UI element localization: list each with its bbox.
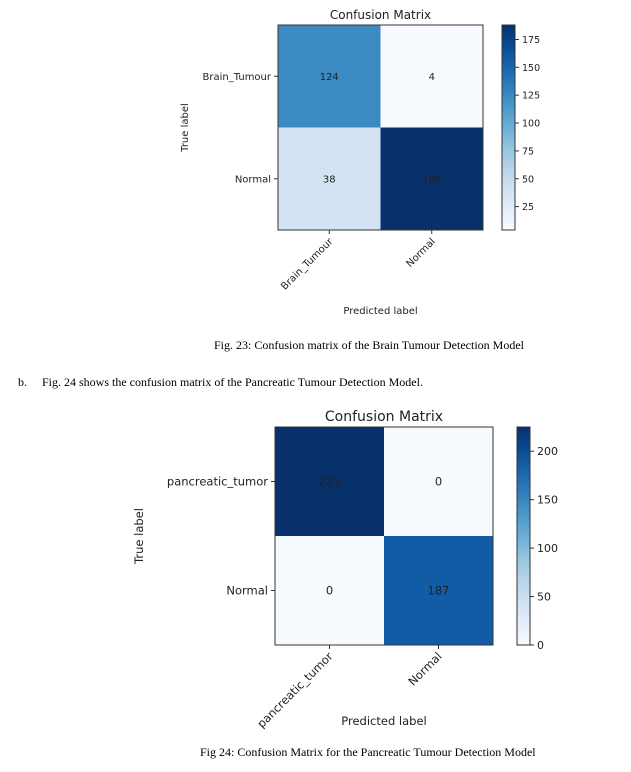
colorbar-tick-label: 175 bbox=[522, 35, 540, 46]
colorbar-tick-label: 25 bbox=[522, 202, 534, 213]
colorbar-tick-label: 150 bbox=[522, 63, 540, 74]
colorbar-tick-label: 150 bbox=[537, 494, 558, 507]
cell-value-label: 225 bbox=[319, 475, 341, 489]
matrix-cell bbox=[384, 427, 494, 537]
body-paragraph: b. Fig. 24 shows the confusion matrix of … bbox=[18, 375, 423, 390]
y-tick-label: pancreatic_tumor bbox=[167, 475, 268, 489]
x-axis-label: Predicted label bbox=[343, 306, 417, 317]
confusion-matrix-brain-chart: Confusion Matrix 124 4 38 188 Brain_Tumour Nor… bbox=[180, 8, 540, 317]
cell-value-label: 124 bbox=[320, 72, 339, 83]
y-tick-label: Brain_Tumour bbox=[203, 72, 272, 83]
matrix-cell bbox=[278, 25, 381, 128]
confusion-matrix-pancreatic-chart: Confusion Matrix 225 0 0 187 pancreatic_tumor… bbox=[132, 409, 558, 731]
colorbar-tick-label: 50 bbox=[537, 591, 551, 604]
cell-value-label: 4 bbox=[429, 72, 435, 83]
cell-value-label: 38 bbox=[323, 174, 336, 185]
x-axis-label: Predicted label bbox=[341, 714, 426, 728]
chart-title: Confusion Matrix bbox=[330, 8, 431, 22]
cell-value-label: 0 bbox=[435, 475, 442, 489]
matrix-cell bbox=[384, 536, 494, 646]
figure-23-caption: Fig. 23: Confusion matrix of the Brain T… bbox=[214, 338, 524, 352]
list-marker: b. bbox=[18, 375, 27, 389]
colorbar-tick-label: 125 bbox=[522, 91, 540, 102]
matrix-cell bbox=[380, 25, 484, 128]
colorbar bbox=[501, 24, 516, 231]
y-tick-label: Normal bbox=[226, 584, 268, 598]
cell-value-label: 188 bbox=[422, 174, 441, 185]
colorbar bbox=[516, 426, 531, 646]
colorbar-tick-label: 100 bbox=[537, 542, 558, 555]
colorbar-tick-label: 100 bbox=[522, 119, 540, 130]
matrix-frame bbox=[277, 24, 484, 231]
cell-value-label: 0 bbox=[326, 584, 333, 598]
matrix-frame bbox=[274, 426, 494, 646]
colorbar-tick-label: 0 bbox=[537, 639, 544, 652]
y-tick-label: Normal bbox=[235, 174, 271, 185]
chart-title: Confusion Matrix bbox=[325, 409, 443, 425]
figure-24-caption: Fig 24: Confusion Matrix for the Pancrea… bbox=[200, 745, 536, 759]
y-axis-label: True label bbox=[180, 103, 191, 153]
cell-value-label: 187 bbox=[428, 584, 450, 598]
x-tick-label: pancreatic_tumor bbox=[254, 649, 336, 731]
matrix-cell bbox=[380, 127, 484, 231]
colorbar-tick-label: 75 bbox=[522, 146, 534, 157]
x-tick-label: Brain_Tumour bbox=[279, 236, 336, 293]
colorbar-tick-label: 200 bbox=[537, 445, 558, 458]
colorbar-tick-label: 50 bbox=[522, 174, 534, 185]
paragraph-text: Fig. 24 shows the confusion matrix of th… bbox=[42, 375, 423, 389]
matrix-cell bbox=[275, 427, 385, 537]
x-tick-label: Normal bbox=[405, 649, 444, 688]
y-axis-label: True label bbox=[132, 508, 146, 565]
x-tick-label: Normal bbox=[405, 236, 438, 269]
matrix-cell bbox=[278, 127, 381, 231]
matrix-cell bbox=[275, 536, 385, 646]
